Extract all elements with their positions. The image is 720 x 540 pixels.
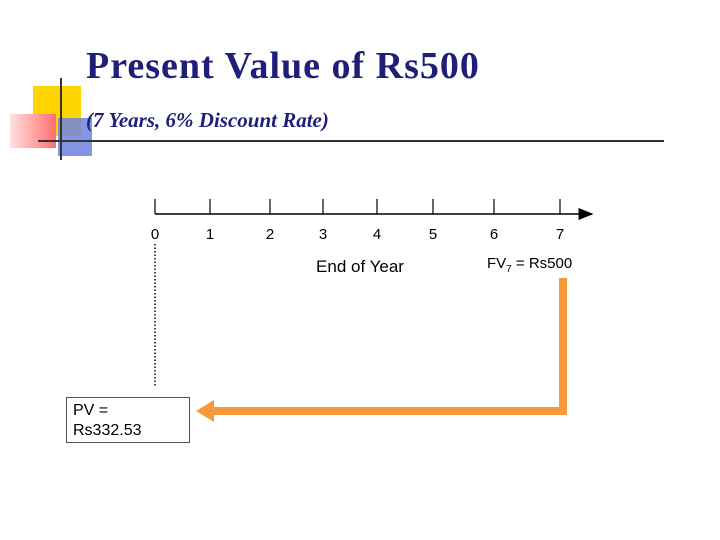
decor-horizontal-line <box>38 140 664 142</box>
tick-label-1: 1 <box>206 226 214 243</box>
decor-red-square <box>10 114 56 148</box>
slide-subtitle: (7 Years, 6% Discount Rate) <box>86 108 329 132</box>
tick-label-0: 0 <box>151 226 159 243</box>
future-value-label: FV7 = Rs500 <box>487 255 572 275</box>
tick-label-4: 4 <box>373 226 381 243</box>
pv-line-1: PV = <box>73 402 109 419</box>
discount-arrow <box>210 278 567 415</box>
discount-arrowhead <box>196 400 214 422</box>
tick-label-5: 5 <box>429 226 437 243</box>
tick-label-7: 7 <box>556 226 564 243</box>
pv-line-2: Rs332.53 <box>73 422 142 439</box>
tick-label-2: 2 <box>266 226 274 243</box>
tick-label-6: 6 <box>490 226 498 243</box>
tick-label-3: 3 <box>319 226 327 243</box>
axis-label: End of Year <box>316 257 404 276</box>
decor-blue-square <box>58 118 92 156</box>
timeline-ticks: 0 1 2 3 4 5 6 7 <box>151 199 564 243</box>
present-value-box: PV = Rs332.53 <box>66 397 190 443</box>
slide-title: Present Value of Rs500 <box>86 45 480 87</box>
decor-vertical-line <box>60 78 62 160</box>
